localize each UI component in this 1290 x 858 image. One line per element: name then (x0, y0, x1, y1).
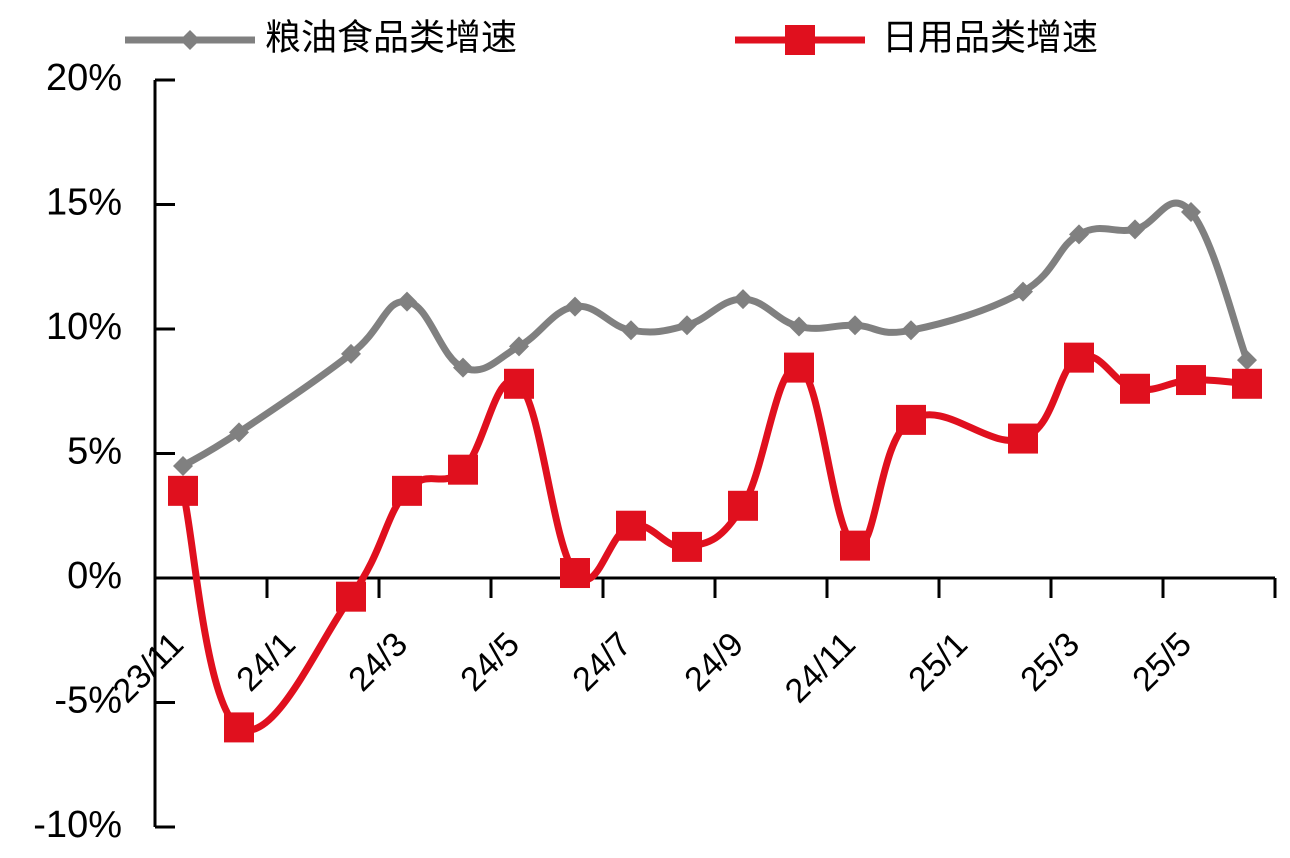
x-tick-label: 24/3 (341, 625, 415, 699)
data-point (448, 454, 478, 485)
data-point (677, 315, 697, 336)
data-point (616, 510, 646, 541)
data-point (1013, 281, 1033, 302)
data-point (896, 404, 926, 435)
x-tick-label: 25/5 (1125, 625, 1199, 699)
legend-marker (180, 30, 200, 50)
data-point (1069, 224, 1089, 245)
legend-label: 粮油食品类增速 (265, 17, 517, 58)
y-tick-label: 5% (67, 431, 122, 473)
data-point (229, 422, 249, 443)
x-tick-label: 24/9 (677, 625, 751, 699)
data-point (1125, 219, 1145, 240)
data-point (1176, 365, 1206, 396)
series-line (181, 199, 1251, 469)
data-point (1237, 350, 1257, 371)
data-point (509, 336, 529, 357)
data-point (728, 490, 758, 521)
x-tick-label: 25/3 (1013, 625, 1087, 699)
data-point (901, 320, 921, 341)
data-point (560, 558, 590, 589)
x-tick-label: 24/7 (565, 625, 639, 699)
data-point (392, 475, 422, 506)
data-point (336, 581, 366, 612)
data-point (504, 368, 534, 399)
y-tick-label: 0% (67, 555, 122, 597)
data-point (1181, 201, 1201, 222)
data-point (672, 531, 702, 562)
data-point (453, 357, 473, 378)
data-point (1232, 368, 1262, 399)
data-point (1120, 373, 1150, 404)
legend-marker (785, 25, 815, 55)
legend-label: 日用品类增速 (882, 17, 1098, 58)
data-point (840, 530, 870, 561)
y-tick-label: 20% (46, 57, 122, 99)
data-point (1008, 423, 1038, 454)
x-tick-label: 24/11 (778, 625, 863, 710)
y-tick-label: 15% (46, 182, 122, 224)
data-point (733, 289, 753, 310)
data-point (789, 316, 809, 337)
data-point (224, 712, 254, 743)
data-point (173, 455, 193, 476)
data-point (341, 343, 361, 364)
data-point (1064, 342, 1094, 373)
x-tick-label: 23/11 (106, 625, 191, 710)
data-point (168, 475, 198, 506)
data-point (397, 291, 417, 312)
y-tick-label: -10% (33, 804, 122, 846)
x-tick-label: 24/5 (453, 625, 527, 699)
y-tick-label: 10% (46, 306, 122, 348)
data-point (845, 315, 865, 336)
data-point (565, 296, 585, 317)
y-tick-label: -5% (54, 680, 122, 722)
data-point (621, 320, 641, 341)
x-tick-label: 25/1 (901, 625, 975, 699)
data-point (784, 352, 814, 383)
